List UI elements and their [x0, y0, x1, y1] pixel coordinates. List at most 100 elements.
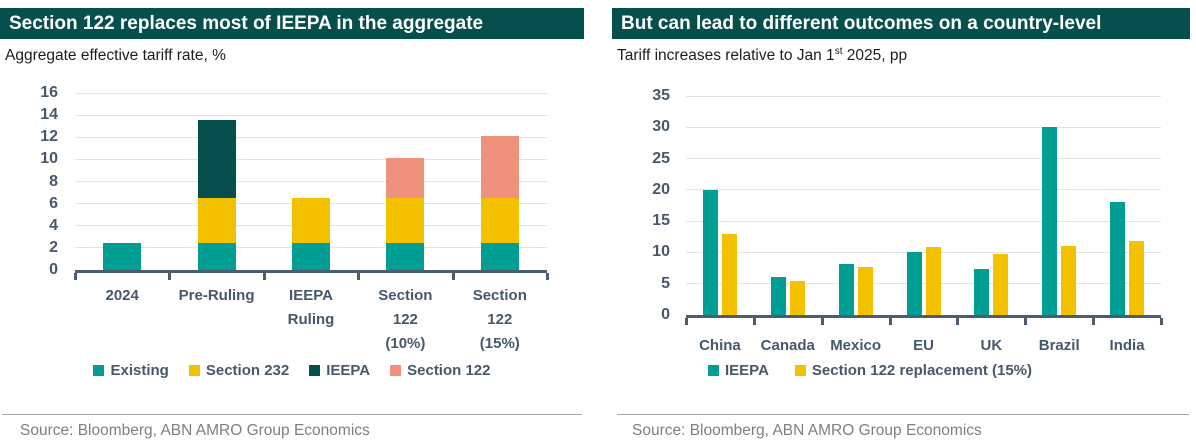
legend-item: Section 122	[390, 362, 491, 379]
left-chart-legend: Existing Section 232 IEEPA Section 122	[0, 362, 584, 379]
x-axis-tick	[820, 318, 824, 325]
y-tick-label: 20	[652, 180, 670, 198]
x-axis-tick	[1092, 318, 1096, 325]
bar-segment-section-232	[292, 198, 330, 244]
bar-segment-section-232	[197, 198, 236, 244]
gridline	[686, 158, 1161, 160]
x-category-label: UK	[980, 337, 1003, 354]
y-tick-label: 30	[652, 118, 670, 136]
x-category-label: Mexico	[830, 337, 882, 354]
x-category-label: Brazil	[1038, 337, 1080, 354]
legend-label: Section 122 replacement (15%)	[811, 362, 1032, 379]
x-category-label: Section 122 (10%)	[378, 287, 433, 352]
legend-label: IEEPA	[326, 362, 371, 379]
right-source-divider	[617, 414, 1189, 415]
y-tick-label: 35	[652, 87, 670, 104]
y-tick-label: 2	[49, 238, 58, 256]
x-axis-tick	[357, 273, 361, 280]
gridline	[686, 283, 1161, 285]
legend-swatch	[708, 365, 719, 376]
left-source-divider	[2, 414, 582, 415]
left-source-text: Source: Bloomberg, ABN AMRO Group Econom…	[20, 422, 370, 439]
gridline	[686, 189, 1161, 191]
left-chart-title: Section 122 replaces most of IEEPA in th…	[0, 8, 584, 39]
bar-ieepa	[906, 252, 922, 315]
bar-section-122-replacement-15-	[925, 247, 941, 315]
x-category-label: IEEPA Ruling	[287, 287, 335, 328]
bar-segment-ieepa	[197, 119, 236, 199]
x-category-label: Canada	[760, 337, 815, 354]
y-tick-label: 0	[661, 306, 670, 323]
right-source-text: Source: Bloomberg, ABN AMRO Group Econom…	[632, 422, 982, 439]
legend-swatch	[390, 365, 402, 376]
x-axis-tick	[1024, 318, 1028, 325]
x-axis-tick	[956, 318, 960, 325]
right-chart-title: But can lead to different outcomes on a …	[612, 8, 1190, 39]
y-tick-label: 8	[49, 172, 58, 190]
y-tick-label: 4	[49, 216, 58, 234]
legend-label: Section 122	[407, 362, 491, 379]
bar-section-122-replacement-15-	[789, 281, 805, 315]
x-category-label: India	[1109, 337, 1145, 354]
x-axis-line	[686, 315, 1161, 318]
gridline	[686, 95, 1161, 97]
gridline	[75, 181, 547, 182]
bar-section-122-replacement-15-	[857, 267, 873, 315]
bar-segment-section-122	[480, 136, 519, 199]
x-category-label: 2024	[105, 287, 139, 304]
x-axis-tick	[546, 273, 549, 280]
bar-segment-section-122	[386, 158, 425, 199]
y-tick-label: 14	[40, 106, 58, 124]
legend-label: Existing	[110, 362, 169, 379]
y-tick-label: 5	[661, 274, 670, 292]
bar-section-122-replacement-15-	[1129, 241, 1145, 315]
x-category-label: China	[699, 337, 741, 354]
legend-item: IEEPA	[309, 362, 370, 379]
y-tick-label: 16	[40, 84, 58, 101]
bar-segment-existing	[103, 243, 142, 270]
x-axis-tick	[451, 273, 455, 280]
bar-ieepa	[770, 277, 786, 315]
gridline	[75, 92, 547, 94]
legend-label: IEEPA	[725, 362, 769, 379]
bar-ieepa	[838, 263, 854, 315]
y-tick-label: 0	[49, 261, 58, 278]
y-tick-label: 10	[652, 243, 670, 261]
bar-ieepa	[1042, 127, 1058, 315]
gridline	[686, 251, 1161, 253]
legend-label: Section 232	[205, 362, 290, 379]
y-tick-label: 12	[40, 128, 58, 146]
panel-right-chart: But can lead to different outcomes on a …	[612, 0, 1196, 444]
x-category-label: EU	[913, 337, 934, 354]
bar-section-122-replacement-15-	[993, 253, 1009, 315]
x-axis-tick	[74, 273, 77, 280]
x-axis-line	[75, 270, 547, 273]
bar-ieepa	[1110, 202, 1126, 315]
bar-segment-existing	[197, 243, 236, 270]
bar-segment-section-232	[480, 198, 519, 244]
legend-swatch	[93, 365, 105, 376]
bar-section-122-replacement-15-	[721, 233, 737, 315]
x-axis-tick	[168, 273, 172, 280]
gridline	[686, 220, 1161, 222]
right-chart-legend: IEEPA Section 122 replacement (15%)	[612, 362, 1128, 379]
bar-ieepa	[974, 269, 990, 315]
x-axis-tick	[888, 318, 892, 325]
legend-swatch	[794, 365, 806, 376]
left-chart-plot: 0 2 4 6 8 10 12 14 16 2024 Pre-Ruling IEEPA Ruling S…	[0, 0, 584, 444]
legend-item: Existing	[93, 362, 169, 379]
bar-segment-section-232	[386, 198, 425, 244]
right-chart-subtitle: Tariff increases relative to Jan 1st 202…	[617, 45, 908, 64]
y-tick-label: 15	[652, 212, 670, 230]
legend-item: Section 232	[188, 362, 290, 379]
legend-swatch	[188, 365, 200, 376]
gridline	[686, 126, 1161, 128]
right-chart-plot: 0 5 10 15 20 25 30 35 China Canada Mexico EU UK Brazi…	[612, 0, 1196, 444]
left-chart-subtitle: Aggregate effective tariff rate, %	[5, 47, 226, 64]
bar-segment-existing	[292, 243, 330, 270]
y-tick-label: 25	[652, 149, 670, 167]
bar-section-122-replacement-15-	[1061, 246, 1077, 315]
x-category-label: Pre-Ruling	[178, 287, 255, 304]
bar-segment-existing	[480, 243, 519, 270]
legend-item: Section 122 replacement (15%)	[794, 362, 1032, 379]
